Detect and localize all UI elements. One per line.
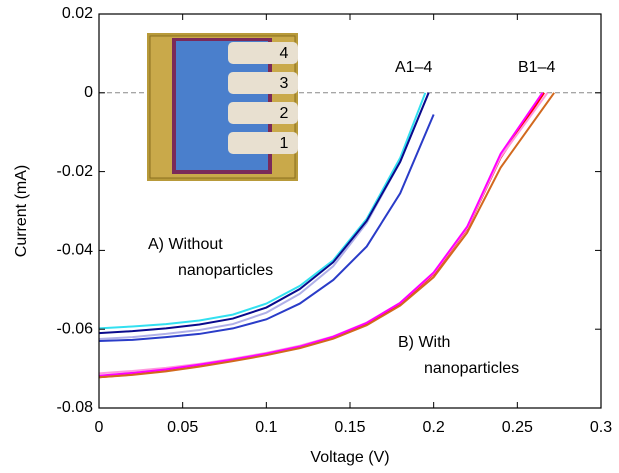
y-tick-label: -0.04 [57, 242, 94, 259]
annotation: A1–4 [395, 59, 432, 76]
annotation: nanoparticles [424, 360, 519, 377]
inset-label: 3 [280, 75, 289, 92]
y-tick-label: -0.06 [57, 320, 94, 337]
series-line [98, 114, 435, 343]
x-tick-label: 0 [95, 419, 104, 436]
x-tick-label: 0.25 [502, 419, 533, 436]
x-tick-label: 0.3 [590, 419, 612, 436]
annotation: A) Without [148, 236, 223, 253]
x-tick-label: 0.1 [255, 419, 277, 436]
y-tick-label: 0.02 [62, 5, 93, 22]
inset-contact [228, 42, 298, 64]
inset-contact [228, 102, 298, 124]
x-tick-label: 0.2 [423, 419, 445, 436]
series-line [98, 92, 544, 377]
annotation: B) With [398, 334, 450, 351]
y-tick-label: -0.08 [57, 399, 94, 416]
series-line [98, 92, 427, 330]
series-line [98, 92, 555, 379]
y-tick-label: -0.02 [57, 163, 94, 180]
y-axis-label: Current (mA) [13, 165, 30, 257]
x-axis-label: Voltage (V) [310, 449, 389, 466]
annotation: B1–4 [518, 59, 555, 76]
series-line [98, 92, 430, 335]
x-tick-label: 0.05 [167, 419, 198, 436]
inset-contact [228, 132, 298, 154]
inset-label: 2 [280, 105, 289, 122]
x-tick-label: 0.15 [334, 419, 365, 436]
annotation: nanoparticles [178, 262, 273, 279]
inset-photo: 4 3 2 1 [147, 33, 298, 181]
inset-label: 4 [280, 45, 289, 62]
inset-label: 1 [280, 135, 289, 152]
inset-contact [228, 72, 298, 94]
y-tick-label: 0 [84, 84, 93, 101]
